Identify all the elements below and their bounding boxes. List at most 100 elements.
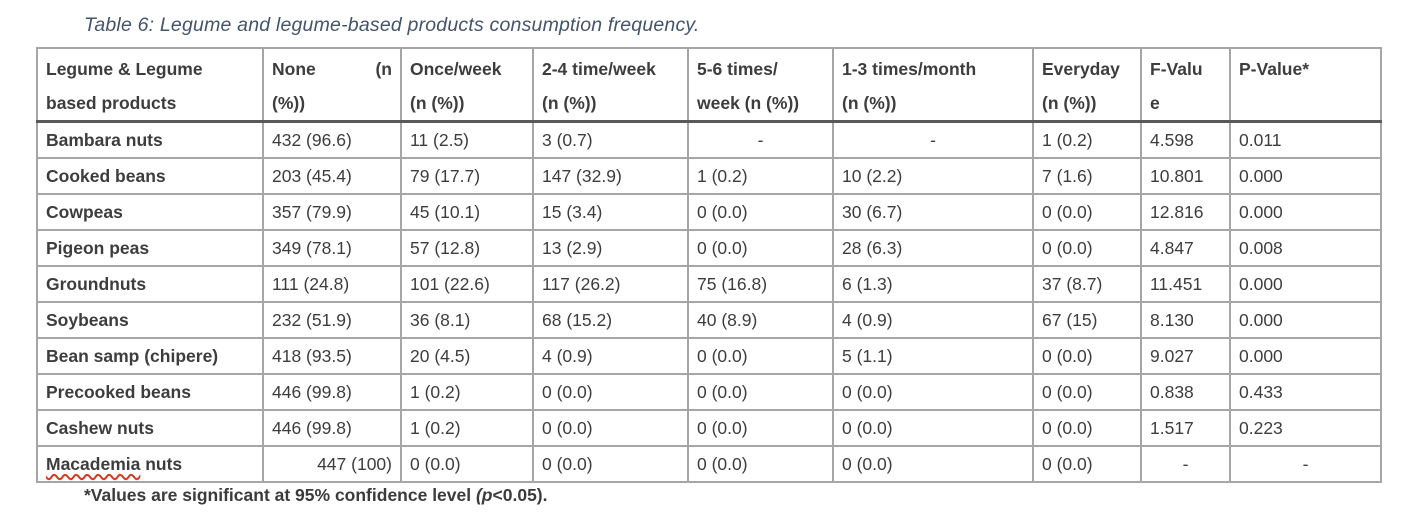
column-header: Everyday (n (%)) [1032,47,1142,123]
column-header: 1-3 times/month (n (%)) [832,47,1034,123]
header-row: Legume & Legume based products None (n (%))… [36,47,1382,123]
table-cell: 30 (6.7) [832,193,1034,231]
table-cell: 349 (78.1) [262,229,402,267]
table-cell: - [1229,445,1382,483]
misspelled-word: Macademia [46,453,141,474]
table-cell: 45 (10.1) [400,193,534,231]
column-header: Legume & Legume based products [36,47,264,123]
column-header-line1: 5-6 times/ [697,59,778,79]
column-header-line2: week (n (%)) [697,93,800,113]
table-cell: 0.011 [1229,120,1382,159]
table-cell: 0 (0.0) [1032,337,1142,375]
table-cell: - [832,120,1034,159]
table-cell: 40 (8.9) [687,301,834,339]
table-cell: 0.000 [1229,157,1382,195]
table-row: Bambara nuts 432 (96.6) 11 (2.5) 3 (0.7) - -1… [36,120,1382,159]
column-header: None (n (%)) [262,47,402,123]
table-row: Cashew nuts 446 (99.8) 1 (0.2) 0 (0.0) 0 (0.… [36,409,1382,447]
table-cell: 4 (0.9) [832,301,1034,339]
table-cell: 0.000 [1229,337,1382,375]
table-cell: 0.838 [1140,373,1231,411]
table-cell: 11 (2.5) [400,120,534,159]
table-cell: 36 (8.1) [400,301,534,339]
table-cell: 0 (0.0) [1032,229,1142,267]
table-cell: 8.130 [1140,301,1231,339]
table-cell: - [687,120,834,159]
table-cell: 7 (1.6) [1032,157,1142,195]
table-cell: 0 (0.0) [400,445,534,483]
table-cell: 0 (0.0) [832,373,1034,411]
table-cell: 5 (1.1) [832,337,1034,375]
table-cell: 0.433 [1229,373,1382,411]
column-header-line1: Once/week [410,59,502,79]
table-cell: 203 (45.4) [262,157,402,195]
row-label: Bambara nuts [36,120,264,159]
table-cell: 111 (24.8) [262,265,402,303]
table-cell: 4.598 [1140,120,1231,159]
table-cell: 0 (0.0) [687,337,834,375]
column-header-line1: Legume & Legume [46,59,203,79]
table-cell: 0.000 [1229,265,1382,303]
table-cell: 0 (0.0) [1032,445,1142,483]
table-cell: 0 (0.0) [687,373,834,411]
column-header-line1: Everyday [1042,59,1120,79]
table-cell: 67 (15) [1032,301,1142,339]
table-cell: 432 (96.6) [262,120,402,159]
table-cell: 232 (51.9) [262,301,402,339]
table-cell: - [1140,445,1231,483]
row-label: Macademia nuts [36,445,264,483]
column-header-line1: 2-4 time/week [542,59,656,79]
table-cell: 0 (0.0) [532,373,689,411]
footnote: *Values are significant at 95% confidenc… [84,485,548,506]
table-cell: 10 (2.2) [832,157,1034,195]
table-cell: 0 (0.0) [1032,193,1142,231]
table-cell: 75 (16.8) [687,265,834,303]
table-cell: 68 (15.2) [532,301,689,339]
table-body: Bambara nuts 432 (96.6) 11 (2.5) 3 (0.7) - -1… [36,120,1382,483]
table-row: Precooked beans 446 (99.8) 1 (0.2) 0 (0.0) 0… [36,373,1382,411]
column-header: 2-4 time/week (n (%)) [532,47,689,123]
table-cell: 0.223 [1229,409,1382,447]
column-header: Once/week (n (%)) [400,47,534,123]
table-cell: 418 (93.5) [262,337,402,375]
table-cell: 0.000 [1229,193,1382,231]
table-cell: 0.008 [1229,229,1382,267]
table-cell: 4.847 [1140,229,1231,267]
table-cell: 0 (0.0) [687,229,834,267]
table-cell: 117 (26.2) [532,265,689,303]
table-cell: 0 (0.0) [532,445,689,483]
table-row: Cooked beans 203 (45.4) 79 (17.7) 147 (32.9… [36,157,1382,195]
table-cell: 101 (22.6) [400,265,534,303]
row-label: Groundnuts [36,265,264,303]
table-cell: 1 (0.2) [400,373,534,411]
footnote-italic-p: (p [475,485,493,505]
table-cell: 20 (4.5) [400,337,534,375]
column-header-line2: e [1150,93,1160,113]
row-label: Precooked beans [36,373,264,411]
table-cell: 147 (32.9) [532,157,689,195]
table-cell: 4 (0.9) [532,337,689,375]
column-header-line1: None (n [272,59,392,79]
table-cell: 0 (0.0) [687,193,834,231]
table-row: Groundnuts 111 (24.8) 101 (22.6) 117 (26.2)… [36,265,1382,303]
column-header-line1: F-Valu [1150,59,1203,79]
column-header: F-Valu e [1140,47,1231,123]
table-cell: 0 (0.0) [532,409,689,447]
table-cell: 57 (12.8) [400,229,534,267]
table-cell: 10.801 [1140,157,1231,195]
row-label: Cowpeas [36,193,264,231]
table-row: Soybeans 232 (51.9) 36 (8.1) 68 (15.2) 40 (8… [36,301,1382,339]
table-row: Cowpeas 357 (79.9) 45 (10.1) 15 (3.4) 0 (0.0… [36,193,1382,231]
table-row: Macademia nuts 447 (100) 0 (0.0) 0 (0.0) 0 (… [36,445,1382,483]
row-label: Pigeon peas [36,229,264,267]
table-cell: 15 (3.4) [532,193,689,231]
table-cell: 0 (0.0) [1032,409,1142,447]
column-header-line2: (n (%)) [842,93,897,113]
table-cell: 3 (0.7) [532,120,689,159]
table-header: Legume & Legume based products None (n (%))… [36,47,1382,123]
table-caption: Table 6: Legume and legume-based product… [84,14,700,36]
table-cell: 28 (6.3) [832,229,1034,267]
footnote-text: *Values are significant at 95% confidenc… [84,485,476,505]
footnote-text-end: <0.05). [492,485,548,505]
column-header-line1: 1-3 times/month [842,59,977,79]
